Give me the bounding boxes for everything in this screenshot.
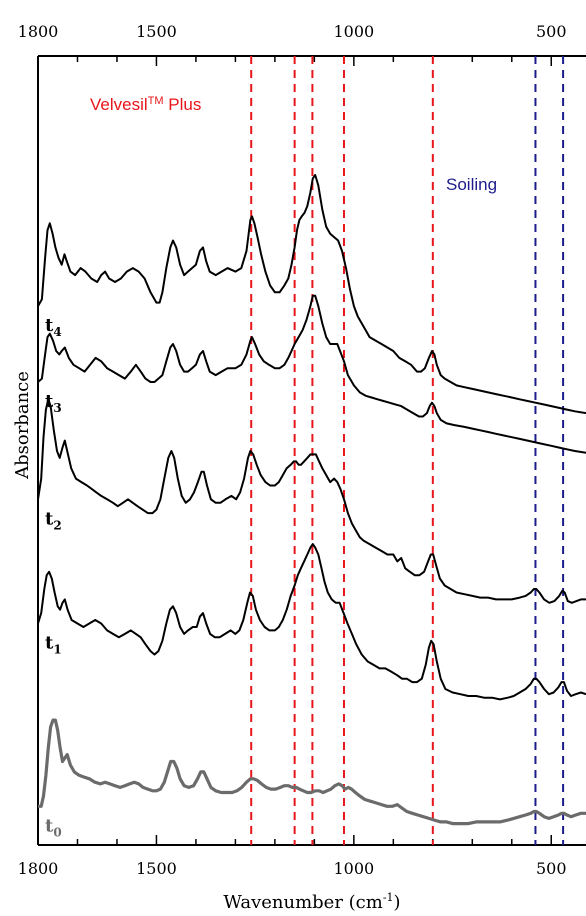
soiling-text: Soiling bbox=[446, 175, 497, 194]
trace-label-t1: t1 bbox=[45, 633, 62, 657]
y-axis-title: Absorbance bbox=[12, 371, 33, 480]
trace-label-t2: t2 bbox=[45, 508, 62, 532]
bottom-tick-label-1500: 1500 bbox=[136, 859, 177, 878]
tick-labels: 1800 1800 1500 1500 1000 1000 500 500 bbox=[18, 22, 567, 878]
top-tick-label-1800: 1800 bbox=[18, 22, 59, 41]
velvesil-tm: TM bbox=[148, 95, 164, 107]
top-tick-label-500: 500 bbox=[536, 22, 567, 41]
series-t1 bbox=[37, 543, 586, 701]
velvesil-tail: Plus bbox=[164, 95, 202, 114]
trace-label-t4: t4 bbox=[45, 315, 62, 339]
trace-label-t0: t0 bbox=[45, 815, 62, 839]
bottom-tick-label-1800: 1800 bbox=[18, 859, 59, 878]
velvesil-annotation: VelvesilTM Plus bbox=[90, 95, 201, 114]
x-axis-title-text: Wavenumber (cm bbox=[223, 892, 382, 913]
series-t2 bbox=[37, 398, 586, 604]
x-axis-title-tail: ) bbox=[394, 892, 401, 913]
top-tick-label-1500: 1500 bbox=[136, 22, 177, 41]
x-axis-title: Wavenumber (cm-1) bbox=[223, 891, 400, 913]
reference-lines bbox=[250, 56, 565, 845]
series-t0 bbox=[38, 718, 586, 826]
soiling-annotation: Soiling bbox=[446, 175, 497, 194]
x-axis-title-sup: -1 bbox=[383, 891, 394, 904]
trace-labels: t4 t3 t2 t1 t0 bbox=[45, 315, 62, 839]
bottom-tick-label-1000: 1000 bbox=[333, 859, 374, 878]
trace-label-t3: t3 bbox=[45, 391, 62, 415]
bottom-tick-label-500: 500 bbox=[536, 859, 567, 878]
spectra-traces bbox=[37, 174, 586, 826]
top-tick-label-1000: 1000 bbox=[333, 22, 374, 41]
series-t3 bbox=[37, 294, 586, 454]
velvesil-text: Velvesil bbox=[90, 95, 148, 114]
series-t4 bbox=[37, 174, 586, 415]
